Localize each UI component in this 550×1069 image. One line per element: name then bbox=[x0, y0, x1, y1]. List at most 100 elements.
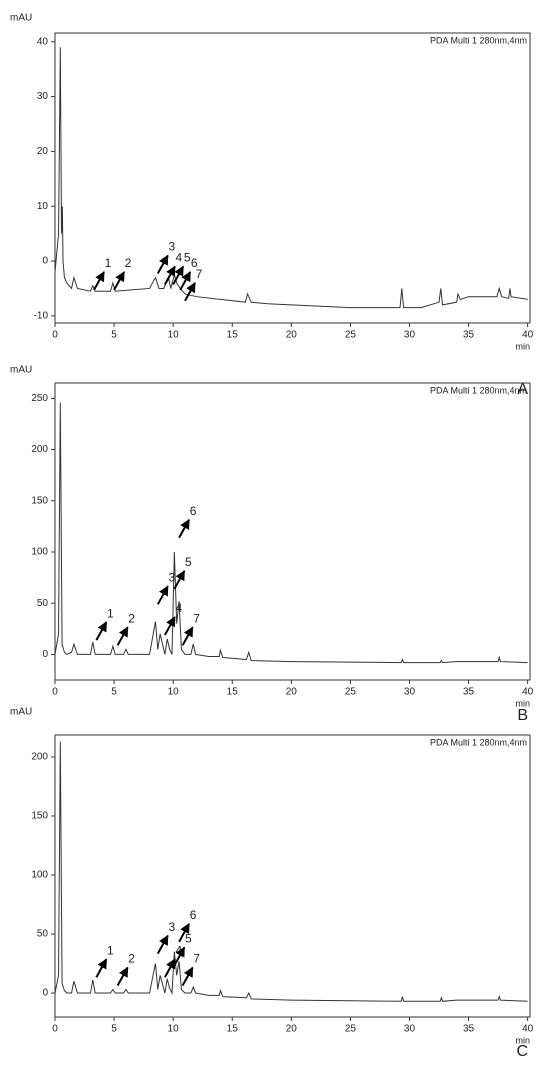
annotation-label: 2 bbox=[128, 952, 135, 966]
x-tick-label: 25 bbox=[345, 330, 357, 341]
annotation-arrow bbox=[173, 570, 186, 590]
chromatogram-line bbox=[54, 741, 528, 1002]
annotation-label: 5 bbox=[185, 932, 192, 946]
legend-label: PDA Multi 1 280nm,4nm bbox=[430, 385, 527, 395]
annotation-label: 3 bbox=[168, 920, 175, 934]
annotation-arrow bbox=[184, 282, 196, 302]
x-tick-label: 0 bbox=[52, 1024, 58, 1035]
chromatogram-line bbox=[54, 402, 528, 664]
x-tick-label: 0 bbox=[52, 330, 58, 341]
x-axis-label: min bbox=[515, 1035, 530, 1045]
annotation-label: 1 bbox=[107, 943, 114, 957]
x-tick-label: 40 bbox=[522, 687, 534, 698]
y-tick-label: 0 bbox=[42, 988, 48, 999]
annotation-arrow bbox=[95, 621, 108, 641]
y-tick-label: 20 bbox=[37, 146, 49, 157]
annotation-arrow bbox=[181, 626, 194, 646]
x-tick-label: 0 bbox=[52, 687, 58, 698]
annotation-label: 4 bbox=[176, 251, 183, 265]
annotation-label: 2 bbox=[128, 611, 135, 625]
annotation-arrow bbox=[93, 271, 105, 291]
y-tick-label: 150 bbox=[31, 811, 48, 822]
legend-label: PDA Multi 1 280nm,4nm bbox=[430, 35, 527, 45]
x-tick-label: 20 bbox=[286, 1024, 298, 1035]
y-tick-label: -10 bbox=[34, 311, 49, 322]
annotation-label: 1 bbox=[107, 606, 114, 620]
panel-label: A bbox=[517, 381, 528, 398]
x-tick-label: 10 bbox=[168, 330, 180, 341]
annotation-arrow bbox=[116, 966, 129, 986]
annotation-label: 4 bbox=[176, 601, 183, 615]
annotation-arrow bbox=[172, 265, 185, 285]
y-tick-label: 250 bbox=[31, 393, 48, 404]
x-tick-label: 35 bbox=[463, 330, 475, 341]
annotation-arrow bbox=[164, 616, 176, 636]
x-tick-label: 30 bbox=[404, 1024, 416, 1035]
x-tick-label: 20 bbox=[286, 687, 298, 698]
y-tick-label: 50 bbox=[37, 598, 49, 609]
annotation-label: 6 bbox=[190, 908, 197, 922]
x-tick-label: 10 bbox=[168, 1024, 180, 1035]
annotation-arrow bbox=[95, 958, 108, 978]
annotation-arrow bbox=[179, 271, 192, 291]
annotation-arrow bbox=[156, 585, 169, 605]
annotation-arrow bbox=[178, 518, 190, 539]
plot-frame bbox=[54, 734, 531, 1018]
plot-frame bbox=[54, 382, 531, 681]
y-tick-label: 200 bbox=[31, 752, 48, 763]
annotation-arrow bbox=[113, 271, 125, 291]
legend-label: PDA Multi 1 280nm,4nm bbox=[430, 737, 527, 747]
annotation-label: 2 bbox=[125, 256, 132, 270]
y-tick-label: 50 bbox=[37, 929, 49, 940]
y-tick-label: 0 bbox=[42, 649, 48, 660]
annotation-arrow bbox=[156, 934, 169, 955]
x-tick-label: 10 bbox=[168, 687, 180, 698]
chromatogram-line bbox=[54, 47, 528, 309]
x-tick-label: 30 bbox=[404, 330, 416, 341]
x-tick-label: 40 bbox=[522, 1024, 534, 1035]
annotation-label: 3 bbox=[168, 570, 175, 584]
y-axis-label: mAU bbox=[10, 707, 32, 718]
x-tick-label: 30 bbox=[404, 687, 416, 698]
x-tick-label: 25 bbox=[345, 687, 357, 698]
annotation-label: 6 bbox=[190, 504, 197, 518]
x-tick-label: 5 bbox=[111, 1024, 117, 1035]
annotation-arrow bbox=[156, 254, 169, 274]
y-axis-label: mAU bbox=[10, 13, 32, 24]
annotation-label: 3 bbox=[168, 240, 175, 254]
annotation-label: 5 bbox=[185, 555, 192, 569]
annotation-label: 6 bbox=[191, 256, 198, 270]
x-tick-label: 15 bbox=[227, 687, 239, 698]
x-tick-label: 5 bbox=[111, 687, 117, 698]
y-tick-label: 40 bbox=[37, 36, 49, 47]
annotation-label: 7 bbox=[193, 611, 200, 625]
y-axis-label: mAU bbox=[10, 365, 32, 376]
x-tick-label: 20 bbox=[286, 330, 298, 341]
annotation-arrow bbox=[178, 922, 190, 943]
y-tick-label: 100 bbox=[31, 870, 48, 881]
x-axis-label: min bbox=[515, 698, 530, 708]
y-tick-label: 150 bbox=[31, 495, 48, 506]
panel-label: B bbox=[517, 707, 528, 724]
x-tick-label: 35 bbox=[463, 687, 475, 698]
x-tick-label: 25 bbox=[345, 1024, 357, 1035]
x-tick-label: 35 bbox=[463, 1024, 475, 1035]
annotation-label: 5 bbox=[184, 251, 191, 265]
y-tick-label: 0 bbox=[42, 256, 48, 267]
annotation-arrow bbox=[164, 265, 176, 285]
annotation-label: 1 bbox=[105, 256, 112, 270]
panel-label: C bbox=[516, 1043, 528, 1060]
x-axis-label: min bbox=[515, 341, 530, 351]
annotation-arrow bbox=[181, 966, 194, 986]
plot-frame bbox=[54, 32, 531, 324]
x-tick-label: 15 bbox=[227, 1024, 239, 1035]
annotation-label: 7 bbox=[193, 952, 200, 966]
x-tick-label: 15 bbox=[227, 330, 239, 341]
x-tick-label: 40 bbox=[522, 330, 534, 341]
y-tick-label: 30 bbox=[37, 91, 49, 102]
x-tick-label: 5 bbox=[111, 330, 117, 341]
y-tick-label: 10 bbox=[37, 201, 49, 212]
y-tick-label: 100 bbox=[31, 547, 48, 558]
